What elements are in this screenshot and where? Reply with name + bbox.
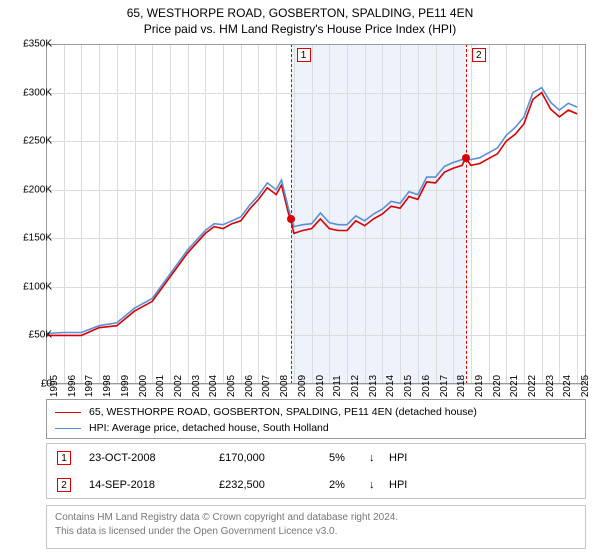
event-marker-2: 2 — [57, 478, 71, 492]
event-date-0: 23-OCT-2008 — [89, 452, 219, 464]
title-subtitle: Price paid vs. HM Land Registry's House … — [0, 22, 600, 36]
title-address: 65, WESTHORPE ROAD, GOSBERTON, SPALDING,… — [0, 6, 600, 20]
legend-row-1: HPI: Average price, detached house, Sout… — [55, 420, 577, 436]
event-pct-1: 2% — [329, 479, 369, 491]
x-axis-label: 2001 — [155, 375, 166, 397]
x-axis-label: 2022 — [527, 375, 538, 397]
footer-line2: This data is licensed under the Open Gov… — [55, 525, 577, 539]
footer-line1: Contains HM Land Registry data © Crown c… — [55, 511, 577, 525]
event-row-1: 2 14-SEP-2018 £232,500 2% ↓ HPI — [47, 471, 585, 498]
x-axis-label: 2002 — [173, 375, 184, 397]
x-axis-label: 2006 — [244, 375, 255, 397]
x-axis-label: 2000 — [138, 375, 149, 397]
x-axis-label: 2023 — [545, 375, 556, 397]
event-row-0: 1 23-OCT-2008 £170,000 5% ↓ HPI — [47, 444, 585, 471]
event-price-0: £170,000 — [219, 452, 329, 464]
y-axis-label: £50K — [29, 330, 52, 341]
legend-row-0: 65, WESTHORPE ROAD, GOSBERTON, SPALDING,… — [55, 404, 577, 420]
chart-border — [46, 44, 586, 384]
y-axis-label: £250K — [23, 136, 52, 147]
x-axis-label: 1996 — [67, 375, 78, 397]
x-axis-label: 2016 — [421, 375, 432, 397]
x-axis-label: 2003 — [191, 375, 202, 397]
x-axis-label: 1999 — [120, 375, 131, 397]
footer-attribution: Contains HM Land Registry data © Crown c… — [46, 505, 586, 549]
x-axis-label: 2007 — [261, 375, 272, 397]
x-axis-label: 2011 — [332, 375, 343, 397]
x-axis-label: 2010 — [315, 375, 326, 397]
event-marker-1: 1 — [57, 451, 71, 465]
x-axis-label: 2019 — [474, 375, 485, 397]
x-axis-label: 1995 — [49, 375, 60, 397]
x-axis-label: 2015 — [403, 375, 414, 397]
event-price-1: £232,500 — [219, 479, 329, 491]
x-axis-label: 1997 — [84, 375, 95, 397]
event-arrow-0: ↓ — [369, 452, 389, 464]
y-axis-label: £200K — [23, 184, 52, 195]
legend-swatch-0 — [55, 412, 81, 413]
event-pct-0: 5% — [329, 452, 369, 464]
legend-label-0: 65, WESTHORPE ROAD, GOSBERTON, SPALDING,… — [89, 406, 477, 418]
x-axis-label: 2012 — [350, 375, 361, 397]
y-axis-label: £350K — [23, 39, 52, 50]
x-axis-label: 2004 — [208, 375, 219, 397]
y-axis-label: £150K — [23, 233, 52, 244]
x-axis-label: 2009 — [297, 375, 308, 397]
x-axis-label: 2005 — [226, 375, 237, 397]
x-axis-label: 2025 — [580, 375, 591, 397]
chart-plot-area: 12 — [46, 44, 586, 384]
x-axis-label: 2024 — [562, 375, 573, 397]
event-date-1: 14-SEP-2018 — [89, 479, 219, 491]
legend-swatch-1 — [55, 428, 81, 429]
legend-label-1: HPI: Average price, detached house, Sout… — [89, 422, 329, 434]
x-axis-label: 2014 — [385, 375, 396, 397]
events-table: 1 23-OCT-2008 £170,000 5% ↓ HPI 2 14-SEP… — [46, 443, 586, 499]
x-axis-label: 2021 — [509, 375, 520, 397]
event-tag-0: HPI — [389, 452, 419, 464]
event-arrow-1: ↓ — [369, 479, 389, 491]
x-axis-label: 2008 — [279, 375, 290, 397]
event-tag-1: HPI — [389, 479, 419, 491]
y-axis-label: £300K — [23, 87, 52, 98]
x-axis-label: 2013 — [368, 375, 379, 397]
x-axis-label: 2017 — [439, 375, 450, 397]
x-axis-label: 1998 — [102, 375, 113, 397]
chart-legend: 65, WESTHORPE ROAD, GOSBERTON, SPALDING,… — [46, 399, 586, 439]
x-axis-label: 2018 — [456, 375, 467, 397]
y-axis-label: £100K — [23, 281, 52, 292]
x-axis-label: 2020 — [492, 375, 503, 397]
